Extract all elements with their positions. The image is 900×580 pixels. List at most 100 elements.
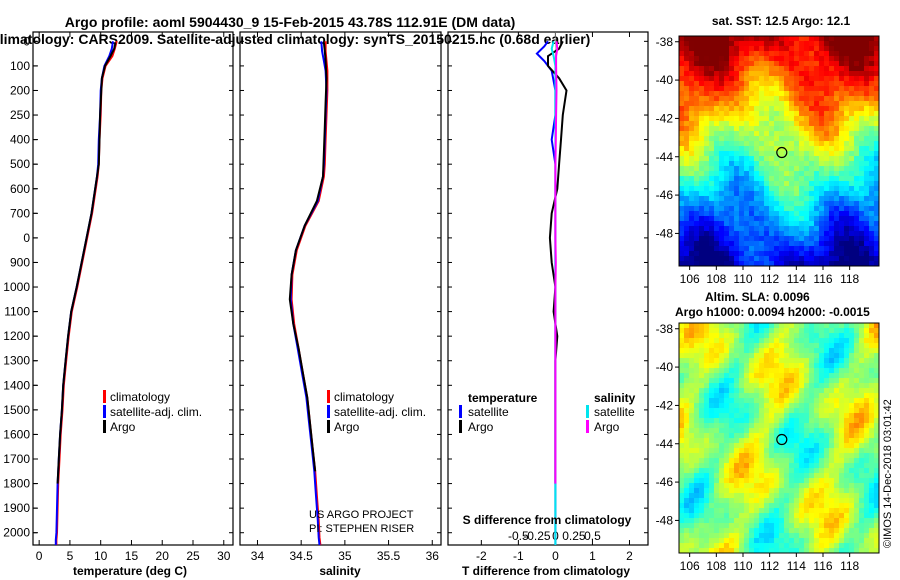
map-cell [819, 548, 825, 554]
map-cell [794, 186, 800, 192]
depth-tick-label: 1700 [3, 452, 30, 466]
map-cell [754, 241, 760, 247]
map-cell [689, 383, 695, 389]
map-cell [724, 206, 730, 212]
map-cell [684, 171, 690, 177]
map-cell [759, 443, 765, 449]
map-cell [694, 251, 700, 257]
map-cell [694, 378, 700, 384]
map-cell [849, 256, 855, 262]
map-cell [754, 463, 760, 469]
map-cell [684, 363, 690, 369]
map-cell [699, 388, 705, 394]
map-cell [724, 353, 730, 359]
map-cell [864, 393, 870, 399]
map-cell [864, 503, 870, 509]
map-cell [834, 201, 840, 207]
map-cell [819, 528, 825, 534]
map-cell [754, 368, 760, 374]
map-cell [774, 453, 780, 459]
map-cell [679, 251, 685, 257]
map-cell [779, 161, 785, 167]
map-cell [719, 216, 725, 222]
map-cell [834, 498, 840, 504]
map-cell [784, 548, 790, 554]
map-cell [699, 403, 705, 409]
map-cell [769, 121, 775, 127]
map-cell [839, 216, 845, 222]
map-cell [689, 216, 695, 222]
map-cell [869, 116, 875, 122]
map-cell [754, 458, 760, 464]
map-cell [724, 251, 730, 257]
map-cell [694, 191, 700, 197]
map-cell [779, 503, 785, 509]
map-cell [704, 498, 710, 504]
map-cell [849, 423, 855, 429]
map-cell [699, 548, 705, 554]
map-cell [709, 503, 715, 509]
map-cell [864, 221, 870, 227]
map-cell [799, 246, 805, 252]
map-cell [694, 216, 700, 222]
map-cell [719, 36, 725, 42]
map-cell [834, 216, 840, 222]
map-cell [799, 408, 805, 414]
map-cell [864, 488, 870, 494]
map-cell [754, 231, 760, 237]
map-cell [709, 393, 715, 399]
map-cell [744, 498, 750, 504]
depth-tick-label: 600 [10, 182, 30, 196]
map-cell [779, 473, 785, 479]
map-cell [824, 241, 830, 247]
map-cell [739, 151, 745, 157]
map-cell [709, 206, 715, 212]
map-cell [764, 508, 770, 514]
map-cell [844, 196, 850, 202]
map-cell [814, 41, 820, 47]
map-cell [694, 256, 700, 262]
map-cell [719, 186, 725, 192]
map-cell [844, 171, 850, 177]
map-cell [784, 458, 790, 464]
map-cell [769, 36, 775, 42]
map-cell [864, 498, 870, 504]
lon-tick-label: 106 [680, 559, 700, 573]
map-cell [719, 498, 725, 504]
map-cell [759, 246, 765, 252]
map-cell [734, 136, 740, 142]
map-cell [844, 498, 850, 504]
map-cell [749, 36, 755, 42]
map-cell [689, 363, 695, 369]
map-cell [854, 186, 860, 192]
map-cell [784, 483, 790, 489]
map-cell [849, 338, 855, 344]
map-cell [709, 181, 715, 187]
map-cell [689, 488, 695, 494]
map-cell [699, 146, 705, 152]
map-cell [689, 408, 695, 414]
map-cell [734, 86, 740, 92]
map-cell [774, 126, 780, 132]
map-cell [784, 101, 790, 107]
map-cell [789, 328, 795, 334]
map-cell [699, 418, 705, 424]
map-cell [754, 126, 760, 132]
argo-position-marker [776, 433, 788, 446]
legend-climatology-label: climatology [110, 390, 170, 404]
map-cell [809, 333, 815, 339]
map-cell [734, 46, 740, 52]
map-cell [854, 256, 860, 262]
map-cell [844, 246, 850, 252]
map-cell [859, 226, 865, 232]
map-cell [854, 413, 860, 419]
map-cell [854, 241, 860, 247]
map-cell [754, 358, 760, 364]
map-cell [864, 333, 870, 339]
map-cell [769, 513, 775, 519]
map-cell [764, 443, 770, 449]
map-cell [859, 368, 865, 374]
map-cell [699, 483, 705, 489]
map-cell [819, 121, 825, 127]
